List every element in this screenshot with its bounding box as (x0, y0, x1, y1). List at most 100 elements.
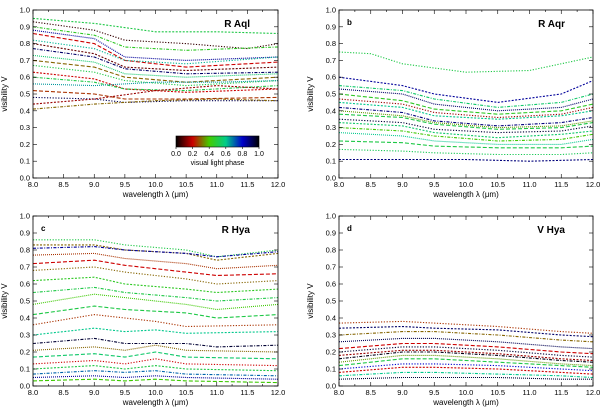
series-line-b-14 (338, 140, 594, 149)
x-tick-label: 11.0 (522, 388, 536, 397)
plot-frame (338, 9, 594, 179)
y-tick-label: 0.3 (20, 123, 30, 132)
series-line-b-13 (338, 132, 594, 145)
y-tick-label: 0.4 (20, 314, 30, 323)
y-tick-label: 0.1 (326, 157, 336, 166)
y-tick-label: 0.5 (326, 297, 336, 306)
y-tick-label: 0.2 (20, 348, 30, 357)
y-tick-label: 1.0 (20, 212, 30, 221)
series-line-a-9 (32, 59, 279, 83)
x-tick-label: 11.5 (240, 180, 254, 189)
series-line-c-15 (32, 358, 279, 367)
series-line-c-7 (32, 286, 279, 302)
series-line-b-6 (338, 101, 594, 120)
series-line-a-13 (32, 80, 279, 87)
y-axis-label: visibility V (306, 283, 315, 319)
y-tick-label: 0.6 (20, 73, 30, 82)
y-tick-label: 0.9 (326, 229, 336, 238)
x-tick-label: 10.0 (459, 388, 474, 397)
panel-c: 8.0 8.5 9.0 9.5 10.0 10.5 11.0 11.5 12.0 0.0 0.1 0.… (0, 212, 285, 408)
series-line-c-6 (32, 276, 279, 294)
x-tick-label: 8.0 (334, 180, 344, 189)
colorbar-tick-label: 0.0 (171, 151, 181, 158)
panel-title: R Aql (224, 19, 250, 30)
series-line-c-11 (32, 327, 279, 336)
series-line-c-14 (32, 351, 279, 360)
x-tick-label: 9.5 (120, 388, 130, 397)
y-tick-label: 0.0 (20, 382, 30, 391)
series-line-a-10 (32, 64, 279, 87)
y-tick-label: 0.0 (20, 174, 30, 183)
y-tick-label: 0.0 (326, 174, 336, 183)
series-line-c-17 (32, 370, 279, 377)
x-tick-label: 9.0 (89, 388, 99, 397)
series-line-b-10 (338, 118, 594, 134)
series-line-c-19 (32, 378, 279, 384)
y-tick-label: 0.2 (326, 140, 336, 149)
series-line-c-12 (32, 337, 279, 348)
x-tick-label: 11.5 (554, 180, 568, 189)
series-line-d-11 (338, 366, 594, 375)
y-tick-label: 0.3 (326, 123, 336, 132)
series-line-a-11 (32, 71, 279, 93)
y-tick-label: 0.6 (326, 73, 336, 82)
series-line-a-17 (32, 98, 279, 110)
y-tick-label: 0.2 (20, 140, 30, 149)
y-tick-label: 0.8 (326, 246, 336, 255)
x-tick-label: 10.0 (148, 180, 163, 189)
x-tick-label: 11.5 (240, 388, 254, 397)
y-tick-label: 0.7 (326, 263, 336, 272)
y-tick-label: 0.2 (326, 348, 336, 357)
x-axis-label: wavelength λ (μm) (432, 398, 499, 407)
series-line-c-16 (32, 365, 279, 372)
x-tick-label: 11.0 (210, 180, 224, 189)
x-tick-label: 12.0 (271, 388, 286, 397)
series-line-a-7 (32, 48, 279, 75)
y-tick-label: 0.1 (20, 157, 30, 166)
panel-letter: b (347, 18, 352, 27)
series-line-d-0 (338, 320, 594, 334)
series-line-c-8 (32, 293, 279, 311)
panel-letter: d (347, 224, 352, 233)
x-tick-label: 10.5 (490, 180, 505, 189)
y-axis-label: visibility V (0, 283, 9, 319)
series-line-b-3 (338, 88, 594, 112)
colorbar-tick-label: 0.6 (221, 151, 231, 158)
x-tick-label: 9.0 (397, 388, 407, 397)
series-line-c-4 (32, 259, 279, 277)
panel-title: V Hya (537, 225, 565, 236)
y-axis-label: visibility V (0, 76, 9, 112)
series-line-a-4 (32, 32, 279, 68)
series-line-a-16 (32, 85, 279, 105)
colorbar-tick-label: 0.4 (204, 151, 214, 158)
y-tick-label: 0.9 (20, 229, 30, 238)
series-line-b-12 (338, 127, 594, 142)
y-tick-label: 0.8 (20, 246, 30, 255)
x-tick-label: 9.0 (89, 180, 99, 189)
colorbar-tick-label: 0.2 (188, 151, 198, 158)
x-axis-label: wavelength λ (μm) (122, 398, 189, 407)
series-line-b-1 (338, 76, 594, 103)
x-tick-label: 11.0 (210, 388, 224, 397)
series-line-b-0 (338, 51, 594, 73)
series-line-c-5 (32, 266, 279, 285)
series-line-d-2 (338, 331, 594, 343)
series-line-b-2 (338, 85, 594, 108)
y-tick-label: 0.7 (326, 56, 336, 65)
series-line-a-8 (32, 54, 279, 78)
series-line-b-11 (338, 122, 594, 139)
x-tick-label: 10.0 (459, 180, 474, 189)
series-line-b-16 (339, 158, 594, 162)
series-line-d-6 (338, 349, 594, 362)
x-axis-label: wavelength λ (μm) (122, 190, 189, 199)
x-tick-label: 8.0 (334, 388, 344, 397)
series-line-b-9 (338, 113, 594, 130)
y-tick-label: 0.6 (20, 280, 30, 289)
y-tick-label: 0.9 (20, 22, 30, 31)
y-tick-label: 0.3 (326, 331, 336, 340)
x-axis-label: wavelength λ (μm) (432, 190, 499, 199)
colorbar-tick-label: 0.8 (238, 151, 248, 158)
x-tick-label: 10.5 (179, 180, 194, 189)
x-tick-label: 8.0 (28, 180, 38, 189)
